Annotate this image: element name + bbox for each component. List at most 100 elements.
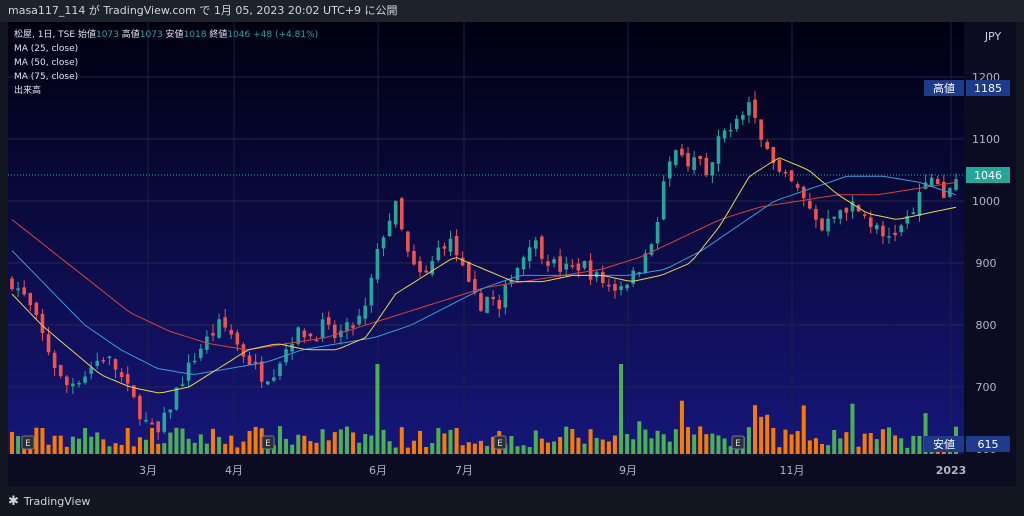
earnings-marker-badge (21, 435, 35, 450)
volume-bar (826, 445, 831, 454)
candle-body (448, 238, 453, 252)
ohlc-row: 松屋, 1日, TSE 始値1073 高値1073 安値1018 終値1046 … (14, 28, 318, 42)
candle-body (911, 212, 916, 215)
candle-body (680, 148, 684, 156)
volume-bar (241, 441, 246, 454)
price-tick-label: 900 (976, 257, 997, 270)
volume-bar (552, 441, 557, 454)
candle-body (820, 218, 824, 231)
volume-bar (619, 364, 624, 454)
close-value: 1046 (227, 30, 251, 40)
candle-body (89, 367, 93, 374)
volume-bar (820, 443, 825, 454)
candle-body (473, 278, 477, 293)
candle-body (399, 198, 404, 230)
volume-bar (576, 437, 581, 454)
volume-bar (771, 427, 776, 454)
candle-body (613, 284, 617, 291)
candle-body (58, 365, 63, 377)
candle-body (150, 422, 154, 425)
volume-bar (217, 437, 222, 454)
volume-bar (600, 439, 605, 454)
volume-bar (905, 447, 910, 454)
volume-bar (862, 433, 867, 454)
candle-body (424, 270, 428, 273)
candle-body (253, 361, 258, 364)
volume-bar (728, 446, 733, 454)
ma25-line (11, 157, 957, 394)
volume-bar (838, 438, 843, 454)
candle-body (34, 302, 39, 315)
volume-bar (186, 438, 191, 454)
tradingview-logo[interactable]: ✱ TradingView (8, 488, 90, 516)
candle-body (235, 332, 240, 345)
price-tick-label: 800 (976, 319, 997, 332)
volume-bar (357, 442, 362, 454)
volume-bar (95, 432, 100, 454)
candle-body (479, 292, 483, 311)
time-axis[interactable]: 3月 4月 6月 7月 9月 11月 2023 (139, 464, 966, 477)
candle-body (716, 136, 721, 164)
volume-bar (320, 429, 325, 454)
volume-bar (874, 439, 879, 454)
candle-body (795, 184, 800, 188)
candle-body (430, 261, 435, 275)
candle-body (113, 359, 118, 370)
indicator-volume[interactable]: 出来高 (14, 86, 42, 96)
candle-body (83, 376, 87, 383)
candle-body (607, 284, 611, 287)
volume-bar (113, 443, 118, 454)
candle-body (332, 324, 337, 339)
candle-body (460, 257, 465, 266)
candle-body (692, 157, 696, 170)
indicator-ma25[interactable]: MA (25, close) (14, 44, 79, 54)
volume-bar (661, 434, 666, 454)
candle-body (875, 224, 879, 230)
candle-body (412, 250, 416, 265)
currency-label: JPY (984, 30, 1002, 43)
candle-body (278, 363, 282, 377)
candle-body (326, 317, 331, 325)
volume-bar (722, 438, 727, 454)
candle-body (759, 119, 763, 140)
candle-body (570, 265, 575, 267)
candle-body (485, 296, 489, 313)
earnings-marker-badge (261, 435, 275, 450)
indicator-ma50[interactable]: MA (50, close) (14, 58, 79, 68)
candle-body (229, 330, 234, 335)
candle-body (686, 152, 690, 167)
candle-body (186, 362, 191, 381)
volume-bar (448, 429, 453, 454)
candle-body (308, 333, 313, 337)
candle-body (259, 361, 264, 382)
indicator-ma75[interactable]: MA (75, close) (14, 72, 79, 82)
volume-bar (83, 428, 88, 454)
close-label: 終値 (209, 30, 228, 40)
volume-bar (625, 434, 630, 454)
plot-background (8, 22, 964, 454)
volume-bar (533, 430, 538, 454)
candle-body (814, 209, 818, 220)
volume-bar (893, 435, 898, 454)
price-axis[interactable]: 120011001000900800700600JPY高値11851046安値6… (924, 30, 1010, 456)
volume-bar (393, 447, 398, 454)
volume-bar (631, 439, 636, 454)
volume-bar (765, 414, 770, 454)
candle-body (363, 305, 368, 319)
candle-body (247, 355, 252, 365)
volume-bar (418, 430, 423, 454)
time-tick-label: 9月 (619, 464, 637, 477)
volume-bar (411, 440, 416, 454)
candle-body (223, 317, 227, 328)
volume-bar (850, 403, 855, 454)
candle-body (28, 293, 33, 306)
volume-bar (284, 438, 289, 454)
time-tick-label: 2023 (936, 464, 967, 477)
candle-body (320, 319, 325, 339)
volume-bar (923, 413, 928, 454)
candle-body (65, 376, 69, 386)
volume-bar (192, 442, 197, 454)
